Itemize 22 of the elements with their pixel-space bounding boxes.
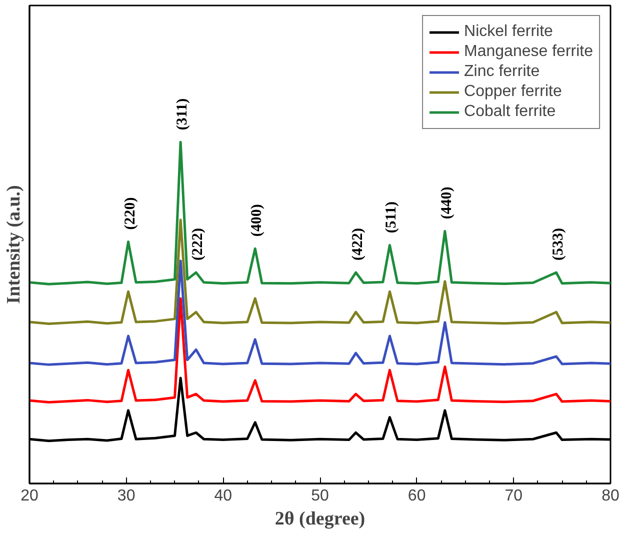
- annotation: (440): [438, 186, 455, 220]
- annotation: (533): [550, 228, 566, 260]
- annotation: (222): [190, 228, 206, 260]
- x-tick-label: 80: [602, 488, 620, 504]
- annotation: (400): [249, 204, 266, 237]
- legend-label: Nickel ferrite: [464, 23, 553, 41]
- x-axis-title: 2θ (degree): [274, 508, 366, 530]
- annotation: (311): [174, 98, 191, 130]
- x-tick-label: 40: [214, 488, 232, 504]
- legend-label: Copper ferrite: [464, 83, 562, 101]
- x-tick-label: 20: [20, 488, 38, 504]
- x-tick-label: 70: [504, 488, 523, 504]
- annotation: (422): [350, 228, 366, 260]
- x-tick-label: 30: [117, 488, 136, 504]
- annotation: (220): [122, 197, 138, 230]
- legend-label: Zinc ferrite: [464, 63, 540, 81]
- x-tick-label: 50: [311, 488, 329, 504]
- y-axis-title: Intensity (a.u.): [4, 185, 24, 304]
- legend-label: Cobalt ferrite: [464, 103, 556, 121]
- annotation: (511): [384, 202, 400, 234]
- x-tick-label: 60: [408, 488, 426, 504]
- legend-label: Manganese ferrite: [464, 43, 593, 61]
